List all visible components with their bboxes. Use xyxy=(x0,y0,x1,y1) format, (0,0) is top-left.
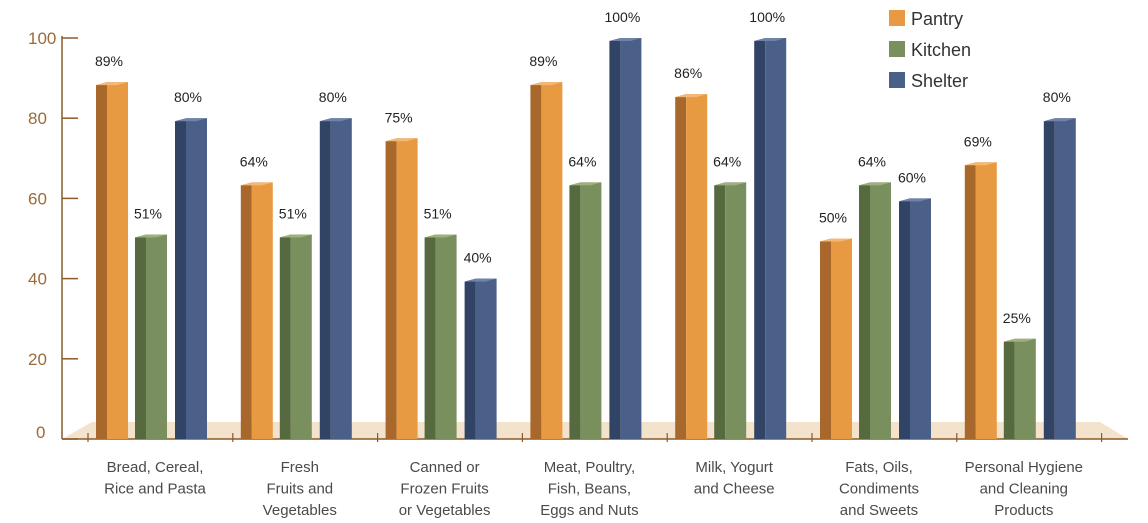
data-label: 75% xyxy=(385,109,413,125)
data-label: 80% xyxy=(1043,89,1071,105)
data-label: 100% xyxy=(749,9,785,25)
data-label: 89% xyxy=(529,53,557,69)
y-axis: 0 20 40 60 80 100 xyxy=(28,29,1103,442)
data-label: 64% xyxy=(240,153,268,169)
data-label: 60% xyxy=(898,169,926,185)
data-label: 40% xyxy=(464,250,492,266)
data-label: 80% xyxy=(319,89,347,105)
category-label: Fresh Fruits and Vegetables xyxy=(263,459,337,519)
category-label: Personal Hygiene and Cleaning Products xyxy=(965,459,1083,519)
bar-kitchen xyxy=(424,234,457,439)
data-label: 64% xyxy=(713,153,741,169)
bar-shelter xyxy=(754,38,787,439)
bar-shelter xyxy=(464,278,497,439)
y-tick-label: 100 xyxy=(28,29,56,48)
bar-shelter xyxy=(175,118,207,439)
data-label: 64% xyxy=(568,153,596,169)
data-label: 51% xyxy=(424,205,452,221)
data-labels: 89% 64% 75% 89% 86% 50% 69% 51% 51% 51% 64% 64% 64% 2… xyxy=(95,9,1071,326)
data-label: 69% xyxy=(964,133,992,149)
data-label: 25% xyxy=(1003,310,1031,326)
data-label: 100% xyxy=(604,9,640,25)
bar-kitchen xyxy=(279,234,312,439)
data-label: 51% xyxy=(279,205,307,221)
y-tick-label: 40 xyxy=(28,270,47,289)
bar-kitchen xyxy=(859,182,891,440)
y-tick-label: 60 xyxy=(28,189,47,208)
category-label: Meat, Poultry, Fish, Beans, Eggs and Nuts xyxy=(540,459,638,519)
bar-shelter xyxy=(609,38,642,439)
category-label: Fats, Oils, Condiments and Sweets xyxy=(839,459,919,519)
bar-pantry xyxy=(96,82,128,440)
legend-swatch-shelter xyxy=(889,72,905,88)
legend-swatch-pantry xyxy=(889,10,905,26)
x-axis-labels: Bread, Cereal, Rice and Pasta Fresh Fruits … xyxy=(104,459,1083,519)
bar-shelter xyxy=(1043,118,1076,439)
bar-pantry xyxy=(530,82,563,440)
legend-label-shelter: Shelter xyxy=(911,71,968,91)
bar-pantry xyxy=(240,182,273,440)
legend: Pantry Kitchen Shelter xyxy=(889,9,971,91)
bar-shelter xyxy=(899,198,931,439)
y-tick-label: 0 xyxy=(36,423,45,442)
data-label: 86% xyxy=(674,65,702,81)
y-tick-label: 80 xyxy=(28,109,47,128)
bar-kitchen xyxy=(1003,338,1036,439)
category-label: Canned or Frozen Fruits or Vegetables xyxy=(399,459,491,519)
bar-kitchen xyxy=(569,182,602,440)
bar-pantry xyxy=(675,94,708,439)
bar-pantry xyxy=(820,238,852,439)
data-label: 51% xyxy=(134,205,162,221)
bar-kitchen xyxy=(135,234,167,439)
data-label: 50% xyxy=(819,210,847,226)
y-tick-label: 20 xyxy=(28,350,47,369)
legend-swatch-kitchen xyxy=(889,41,905,57)
bar-pantry xyxy=(964,162,997,439)
data-label: 80% xyxy=(174,89,202,105)
category-label: Milk, Yogurt and Cheese xyxy=(694,459,775,498)
bar-pantry xyxy=(385,138,418,439)
bars xyxy=(96,38,1076,440)
category-label: Bread, Cereal, Rice and Pasta xyxy=(104,459,206,498)
bar-shelter xyxy=(319,118,352,439)
legend-label-kitchen: Kitchen xyxy=(911,40,971,60)
data-label: 89% xyxy=(95,53,123,69)
data-label: 64% xyxy=(858,153,886,169)
legend-label-pantry: Pantry xyxy=(911,9,963,29)
bar-kitchen xyxy=(714,182,747,440)
